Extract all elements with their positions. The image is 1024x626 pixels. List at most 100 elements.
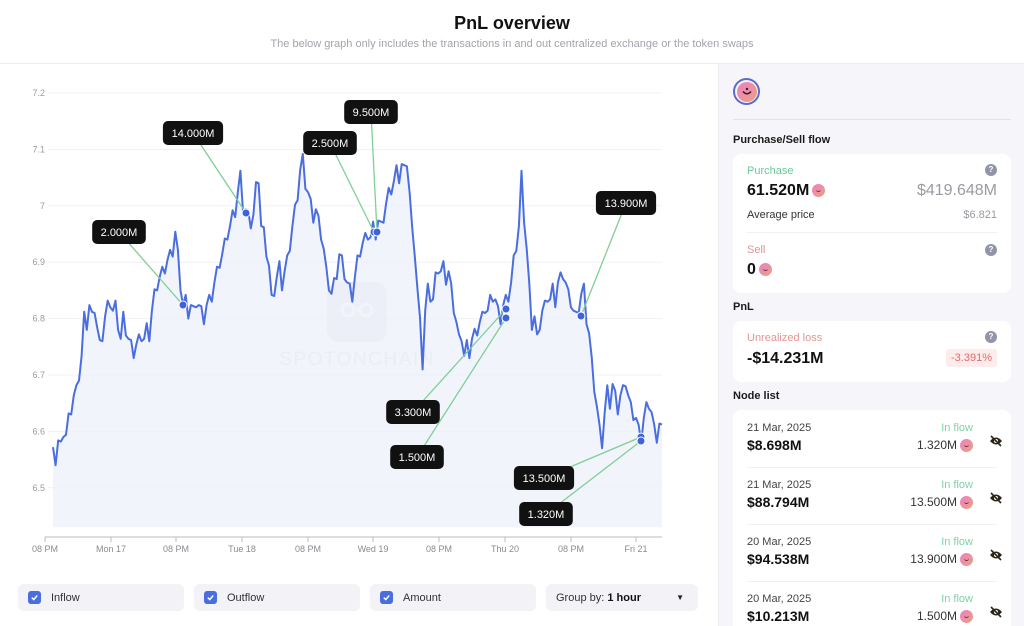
eye-slash-icon[interactable] [989, 605, 1003, 623]
y-axis-tick-label: 6.6 [32, 426, 45, 436]
annotation-label: 1.500M [399, 452, 436, 464]
trade-annotation[interactable]: 3.300M [386, 304, 511, 424]
node-amount: 1.320M [916, 438, 973, 453]
node-list-item[interactable]: 20 Mar, 2025 $94.538M In flow 13.900M [733, 524, 1011, 581]
token-icon [758, 263, 772, 277]
unrealized-value: -$14.231M [747, 350, 824, 367]
checkbox-checked-icon [28, 591, 41, 604]
trade-annotation[interactable]: 2.000M [92, 220, 188, 310]
annotation-label-box [386, 400, 440, 424]
group-by-select[interactable]: Group by: 1 hour ▼ [546, 584, 698, 611]
trade-annotation[interactable]: 13.900M [576, 191, 657, 321]
outflow-label: Outflow [227, 591, 265, 604]
node-list[interactable]: 21 Mar, 2025 $8.698M In flow 1.320M 21 Mar, … [733, 410, 1011, 626]
purchase-amount: 61.520M [747, 182, 826, 200]
annotation-label: 3.300M [395, 407, 432, 419]
annotation-label-box [390, 445, 444, 469]
trade-annotation[interactable]: 1.320M [519, 436, 646, 526]
annotation-label: 1.320M [528, 509, 565, 521]
x-axis-tick-label: Wed 19 [358, 544, 389, 554]
eye-slash-icon[interactable] [989, 491, 1003, 509]
node-date: 21 Mar, 2025 [747, 479, 812, 491]
purchase-usd: $419.648M [916, 182, 997, 199]
annotation-label-box [519, 502, 573, 526]
page-subtitle: The below graph only includes the transa… [270, 38, 754, 50]
sell-amount: 0 [747, 261, 772, 279]
node-list-item[interactable]: 21 Mar, 2025 $88.794M In flow 13.500M [733, 467, 1011, 524]
x-axis-tick-label: 08 PM [558, 544, 584, 554]
help-icon[interactable]: ? [985, 164, 997, 176]
unrealized-pct-badge: -3.391% [946, 349, 997, 367]
node-list-item[interactable]: 20 Mar, 2025 $10.213M In flow 1.500M [733, 581, 1011, 626]
eye-slash-icon[interactable] [989, 548, 1003, 566]
node-flow-type: In flow [941, 593, 973, 605]
divider [747, 232, 997, 233]
help-icon[interactable]: ? [985, 244, 997, 256]
purchase-sell-title: Purchase/Sell flow [733, 134, 831, 146]
annotation-label-box [92, 220, 146, 244]
purchase-amount-value: 61.520M [747, 182, 810, 199]
node-usd-value: $88.794M [747, 494, 810, 510]
token-icon [960, 610, 973, 624]
node-list-item[interactable]: 21 Mar, 2025 $8.698M In flow 1.320M [733, 410, 1011, 467]
amount-checkbox[interactable]: Amount [370, 584, 536, 611]
trade-annotation[interactable]: 13.500M [513, 432, 646, 490]
y-axis-tick-label: 6.7 [32, 370, 45, 380]
node-usd-value: $8.698M [747, 437, 802, 453]
node-amount-value: 13.900M [910, 552, 957, 566]
node-amount: 13.500M [910, 495, 973, 510]
node-flow-type: In flow [941, 422, 973, 434]
token-icon [960, 553, 973, 567]
annotation-label-box [513, 466, 575, 490]
checkbox-checked-icon [204, 591, 217, 604]
avg-price-label: Average price [747, 209, 815, 221]
divider [747, 524, 997, 525]
annotation-label: 2.000M [101, 227, 138, 239]
node-amount: 13.900M [910, 552, 973, 567]
trade-annotation[interactable]: 14.000M [162, 121, 251, 218]
node-usd-value: $10.213M [747, 608, 810, 624]
node-usd-value: $94.538M [747, 551, 810, 567]
annotation-label-box [162, 121, 224, 145]
node-list-title: Node list [733, 390, 780, 402]
trade-annotation[interactable]: 1.500M [390, 313, 511, 469]
inflow-label: Inflow [51, 591, 80, 604]
node-flow-type: In flow [941, 536, 973, 548]
token-logo [733, 78, 760, 105]
inflow-checkbox[interactable]: Inflow [18, 584, 184, 611]
trade-annotation[interactable]: 9.500M [344, 100, 398, 237]
help-icon[interactable]: ? [985, 331, 997, 343]
trade-annotation[interactable]: 2.500M [303, 131, 379, 237]
x-axis-tick-label: Fri 21 [624, 544, 647, 554]
node-amount: 1.500M [916, 609, 973, 624]
unrealized-label: Unrealized loss [747, 332, 823, 344]
outflow-checkbox[interactable]: Outflow [194, 584, 360, 611]
x-axis-tick-label: Thu 20 [491, 544, 519, 554]
x-axis-tick-label: Mon 17 [96, 544, 126, 554]
purchase-sell-card: Purchase ? 61.520M $419.648M Average pri… [733, 154, 1011, 293]
annotation-label-box [303, 131, 357, 155]
y-axis-tick-label: 6.8 [32, 314, 45, 324]
node-amount-value: 1.320M [916, 438, 957, 452]
price-line[interactable] [52, 152, 663, 467]
node-date: 21 Mar, 2025 [747, 422, 812, 434]
divider [733, 119, 1011, 120]
token-icon [960, 496, 973, 510]
node-amount-value: 1.500M [916, 609, 957, 623]
group-by-text: Group by: 1 hour [556, 592, 641, 604]
eye-slash-icon[interactable] [989, 434, 1003, 452]
annotation-label: 13.900M [605, 198, 648, 210]
area-fill [53, 153, 662, 528]
pnl-chart[interactable]: 6.56.66.76.86.977.17.2SPOTONCHAIN08 PMMo… [0, 64, 718, 626]
group-by-value: 1 hour [607, 591, 641, 604]
y-axis-tick-label: 7.2 [32, 88, 45, 98]
sidebar: Purchase/Sell flow Purchase ? 61.520M $4… [718, 64, 1024, 626]
divider [747, 581, 997, 582]
pnl-card: Unrealized loss ? -$14.231M -3.391% [733, 321, 1011, 382]
page-header: PnL overview The below graph only includ… [0, 0, 1024, 64]
x-axis-tick-label: Tue 18 [228, 544, 256, 554]
purchase-label: Purchase [747, 165, 794, 177]
node-date: 20 Mar, 2025 [747, 536, 812, 548]
chart-controls: Inflow Outflow Amount Group by: 1 hour ▼ [18, 584, 698, 611]
price-line-chart[interactable]: 6.56.66.76.86.977.17.2SPOTONCHAIN08 PMMo… [0, 64, 718, 554]
